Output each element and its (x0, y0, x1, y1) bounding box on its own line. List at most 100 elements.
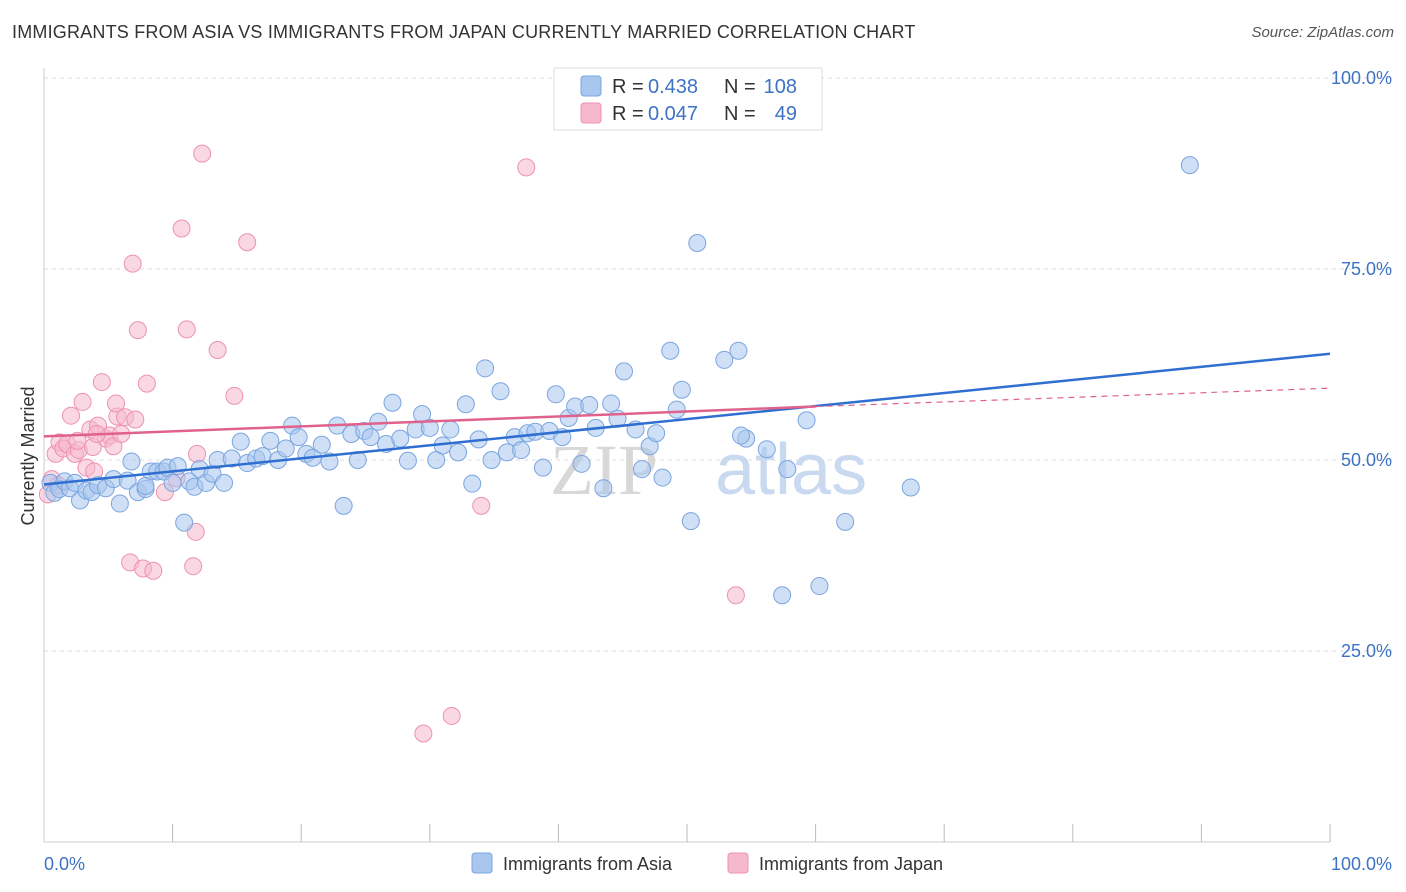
y-tick-label-2: 50.0% (1341, 450, 1392, 470)
asia-point-68 (491, 382, 510, 401)
asia-point-80 (572, 454, 591, 473)
asia-point-103 (778, 460, 797, 479)
japan-point-42 (517, 158, 536, 177)
asia-point-43 (312, 435, 331, 454)
chart-title: IMMIGRANTS FROM ASIA VS IMMIGRANTS FROM … (12, 22, 916, 42)
asia-point-32 (231, 432, 250, 451)
asia-point-88 (632, 460, 651, 479)
asia-point-64 (463, 474, 482, 493)
asia-point-74 (533, 458, 552, 477)
asia-point-54 (391, 429, 410, 448)
legend-swatch-japan (580, 102, 602, 124)
asia-trend-line (43, 352, 1331, 486)
japan-point-37 (225, 386, 244, 405)
asia-point-98 (729, 341, 748, 360)
asia-point-63 (456, 395, 475, 414)
legend-swatch-asia (580, 75, 602, 97)
bottom-legend-japan: Immigrants from Japan (759, 854, 943, 874)
asia-point-46 (334, 496, 353, 515)
asia-point-44 (320, 452, 339, 471)
asia-point-36 (261, 431, 280, 450)
asia-point-51 (369, 412, 388, 431)
japan-point-38 (238, 233, 257, 252)
bottom-legend-asia: Immigrants from Asia (503, 854, 673, 874)
asia-point-106 (836, 512, 855, 531)
japan-trend-line (43, 405, 816, 438)
asia-point-62 (449, 443, 468, 462)
japan-point-26 (137, 374, 156, 393)
y-tick-labels: 100.0% 75.0% 50.0% 25.0% (1331, 68, 1392, 661)
y-tick-label-3: 25.0% (1341, 641, 1392, 661)
japan-point-48 (107, 394, 126, 413)
japan-point-40 (442, 706, 461, 725)
asia-point-21 (163, 473, 182, 492)
asia-point-84 (602, 394, 621, 413)
legend-japan-n-label: N = (724, 103, 756, 125)
y-tick-label-1: 75.0% (1341, 259, 1392, 279)
japan-point-36 (208, 340, 227, 359)
asia-point-91 (653, 468, 672, 487)
asia-point-101 (757, 440, 776, 459)
asia-point-96 (688, 234, 707, 253)
legend-asia-r-label: R = (612, 76, 644, 98)
asia-point-50 (361, 428, 380, 447)
asia-point-97 (715, 350, 734, 369)
asia-point-94 (672, 380, 691, 399)
y-axis-title: Currently Married (18, 386, 38, 525)
asia-point-107 (901, 478, 920, 497)
asia-point-83 (594, 479, 613, 498)
asia-point-76 (546, 385, 565, 404)
bottom-legend-swatch-japan (727, 852, 749, 874)
japan-point-14 (92, 373, 111, 392)
japan-point-22 (123, 254, 142, 273)
japan-point-6 (62, 406, 81, 425)
chart-source: Source: ZipAtlas.com (1251, 24, 1394, 41)
japan-point-31 (177, 320, 196, 339)
asia-point-109 (136, 476, 155, 495)
x-ticks (172, 824, 1331, 842)
legend-japan-r-label: R = (612, 103, 644, 125)
asia-point-71 (512, 441, 531, 460)
asia-point-66 (476, 359, 495, 378)
japan-point-32 (184, 557, 203, 576)
asia-point-23 (175, 513, 194, 532)
japan-trend-extension (815, 387, 1331, 408)
asia-point-30 (215, 473, 234, 492)
japan-point-34 (188, 444, 207, 463)
japan-point-27 (144, 561, 163, 580)
asia-point-12 (110, 494, 129, 513)
asia-point-86 (614, 362, 633, 381)
asia-point-95 (681, 512, 700, 531)
japan-point-9 (73, 392, 92, 411)
japan-point-45 (68, 431, 87, 450)
x-tick-label-min: 0.0% (44, 854, 85, 874)
asia-point-38 (276, 439, 295, 458)
x-tick-label-max: 100.0% (1331, 854, 1392, 874)
asia-point-105 (810, 577, 829, 596)
asia-point-58 (420, 418, 439, 437)
japan-point-23 (126, 410, 145, 429)
asia-point-108 (1180, 156, 1199, 175)
asia-series (41, 156, 1199, 605)
japan-point-39 (414, 724, 433, 743)
watermark: ZIP atlas (550, 430, 867, 510)
asia-point-67 (482, 451, 501, 469)
legend-japan-r-value: 0.047 (648, 103, 698, 125)
legend-asia-n-value: 108 (764, 76, 797, 98)
japan-point-41 (472, 496, 491, 515)
asia-point-92 (661, 341, 680, 360)
japan-point-43 (726, 586, 745, 605)
bottom-legend: Immigrants from Asia Immigrants from Jap… (471, 852, 943, 874)
legend-asia-r-value: 0.438 (648, 76, 698, 98)
asia-point-53 (383, 393, 402, 412)
legend-japan-n-value: 49 (775, 103, 797, 125)
asia-point-61 (441, 420, 460, 439)
asia-point-102 (773, 586, 792, 605)
asia-point-90 (647, 424, 666, 443)
asia-point-100 (732, 426, 751, 445)
legend: R = 0.438 N = 108 R = 0.047 N = 49 (553, 67, 823, 131)
asia-point-104 (797, 411, 816, 430)
asia-point-40 (289, 428, 308, 447)
asia-point-81 (580, 395, 599, 414)
